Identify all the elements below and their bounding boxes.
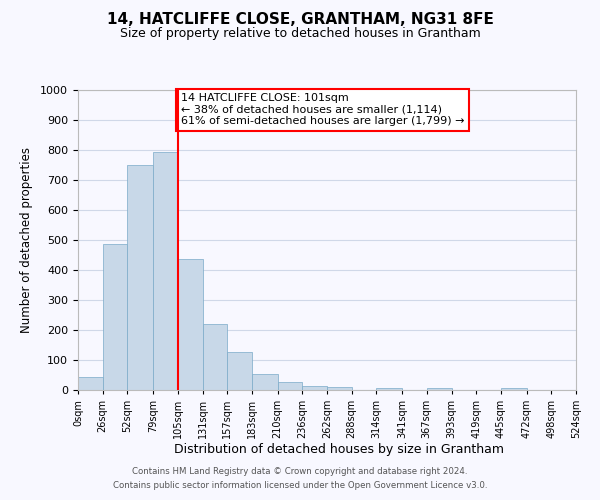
Text: Contains HM Land Registry data © Crown copyright and database right 2024.: Contains HM Land Registry data © Crown c… — [132, 467, 468, 476]
Text: Size of property relative to detached houses in Grantham: Size of property relative to detached ho… — [119, 28, 481, 40]
Bar — [327, 387, 352, 390]
Bar — [427, 388, 452, 390]
Bar — [376, 388, 402, 390]
Bar — [302, 386, 327, 390]
Bar — [252, 374, 278, 390]
Bar — [78, 377, 103, 390]
Text: Distribution of detached houses by size in Grantham: Distribution of detached houses by size … — [174, 442, 504, 456]
Text: Contains public sector information licensed under the Open Government Licence v3: Contains public sector information licen… — [113, 481, 487, 490]
Text: 14, HATCLIFFE CLOSE, GRANTHAM, NG31 8FE: 14, HATCLIFFE CLOSE, GRANTHAM, NG31 8FE — [107, 12, 493, 28]
Bar — [278, 382, 302, 390]
Bar — [203, 324, 227, 390]
Bar — [178, 258, 203, 390]
Text: 14 HATCLIFFE CLOSE: 101sqm
← 38% of detached houses are smaller (1,114)
61% of s: 14 HATCLIFFE CLOSE: 101sqm ← 38% of deta… — [181, 93, 464, 126]
Bar — [501, 388, 527, 390]
Bar — [127, 165, 153, 390]
Bar — [227, 352, 252, 390]
Bar — [153, 152, 178, 390]
Bar — [103, 244, 127, 390]
Y-axis label: Number of detached properties: Number of detached properties — [20, 147, 34, 333]
